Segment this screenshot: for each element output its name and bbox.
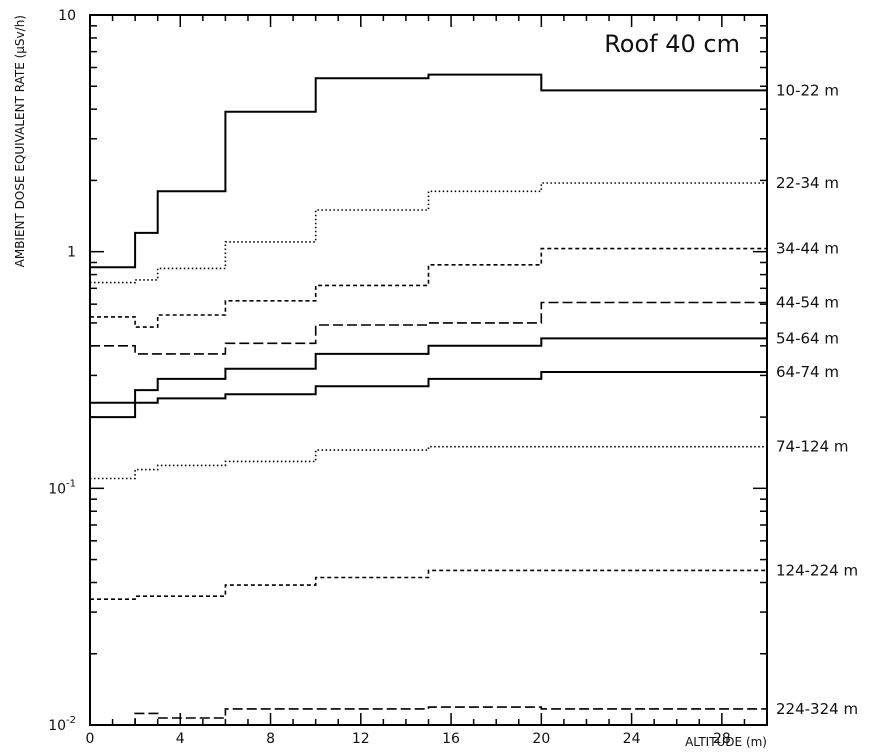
series-label: 54-64 m [776,329,839,347]
series-label: 44-54 m [776,293,839,311]
series-line [90,182,767,284]
series-line [90,706,767,726]
x-tick-label: 20 [532,731,550,747]
series-line [90,247,767,328]
x-tick-label: 24 [623,731,641,747]
series-labels: 10-22 m 22-34 m 34-44 m 44-54 m 54-64 m 64-74… [776,81,858,717]
x-axis-label: ALTITUDE (m) [685,735,767,749]
x-tick-label: 16 [442,731,460,747]
series-line [90,301,767,355]
series-label: 64-74 m [776,363,839,381]
series-line [90,371,767,419]
series-label: 10-22 m [776,81,839,99]
series-line [90,337,767,404]
x-tick-label: 8 [266,731,275,747]
y-tick-label: 1 [67,245,76,261]
x-tick-label: 4 [176,731,185,747]
y-tick-label: 10-2 [48,715,76,734]
x-tick-labels: 0 4 8 12 16 20 24 28 [86,731,731,747]
series-label: 74-124 m [776,438,849,456]
series-line [90,73,767,269]
y-tick-label: 10 [58,8,76,24]
x-tick-label: 28 [713,731,731,747]
series-label: 22-34 m [776,174,839,192]
series-label: 224-324 m [776,700,858,718]
x-tick-label: 12 [352,731,370,747]
series-lines [90,73,767,726]
x-tick-label: 0 [86,731,95,747]
series-line [90,569,767,600]
plot-area-frame [89,14,768,726]
series-line [90,445,767,480]
series-label: 34-44 m [776,240,839,258]
series-label: 124-224 m [776,561,858,579]
roof-annotation: Roof 40 cm [604,30,740,58]
tick-marks [89,15,768,726]
y-axis-label: AMBIENT DOSE EQUIVALENT RATE (μSv/h) [13,15,27,267]
y-tick-label: 10-1 [48,478,76,497]
y-tick-labels: 10 1 10-1 10-2 [48,8,76,734]
